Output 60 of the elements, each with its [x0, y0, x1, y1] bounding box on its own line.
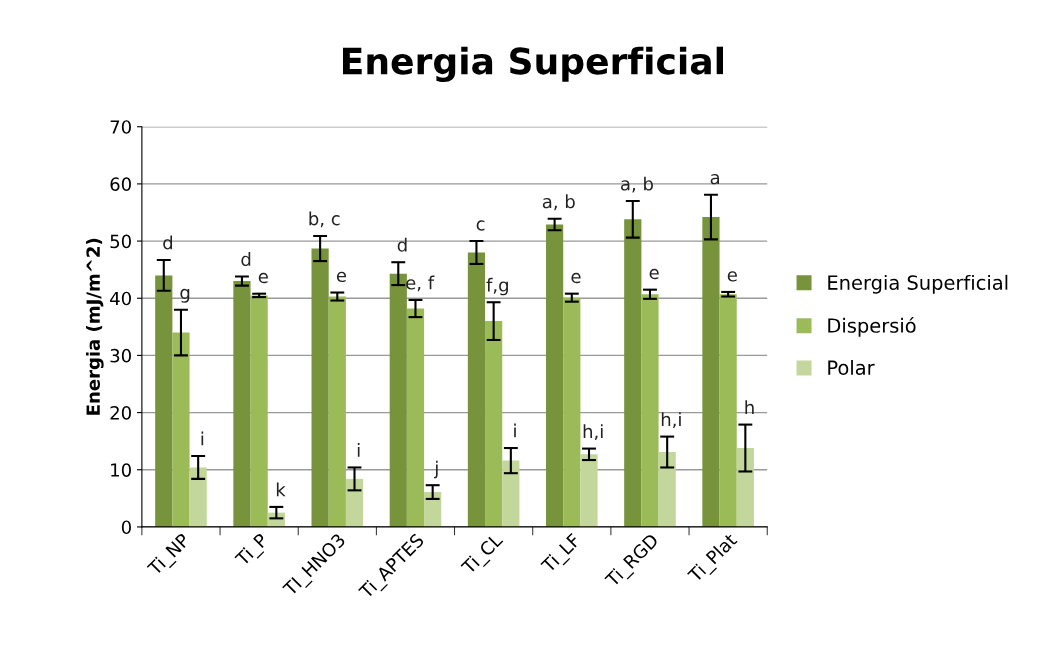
- bar: [328, 296, 346, 527]
- annotation: d: [241, 252, 251, 267]
- annotation: c: [476, 220, 485, 231]
- bar: [406, 308, 425, 527]
- bar: [580, 454, 598, 527]
- annotation: i: [201, 431, 204, 446]
- bar: [624, 219, 642, 527]
- annotation: e: [258, 272, 268, 284]
- bar: [345, 478, 364, 527]
- y-tick-label: 20: [110, 406, 131, 420]
- y-tick-label: 30: [110, 348, 131, 363]
- y-axis-title: Energia (mJ/m^2): [86, 238, 104, 415]
- annotation: b, c: [309, 211, 340, 228]
- bar: [189, 467, 207, 527]
- bar: [641, 294, 659, 527]
- annotation: i: [357, 443, 360, 457]
- bar: [702, 217, 720, 527]
- annotation: h,i: [583, 424, 603, 440]
- annotation: k: [276, 482, 286, 497]
- legend-label: Dispersió: [828, 317, 916, 337]
- legend-label: Polar: [828, 359, 875, 376]
- bar: [311, 248, 329, 527]
- annotation: e: [336, 271, 347, 283]
- bar: [233, 281, 251, 527]
- bar: [485, 321, 503, 527]
- annotation: g: [180, 288, 190, 303]
- bar: [389, 273, 407, 527]
- annotation: a: [710, 173, 720, 185]
- bar: [546, 224, 564, 527]
- bar: [502, 460, 520, 527]
- bar: [467, 252, 486, 527]
- annotation: d: [397, 237, 407, 252]
- bar: [658, 452, 676, 527]
- bar: [172, 332, 190, 527]
- annotation: d: [163, 235, 173, 250]
- annotation: h,i: [661, 412, 681, 428]
- chart-title: Energia Superficial: [343, 46, 723, 82]
- y-tick-label: 10: [111, 463, 131, 477]
- x-tick-label: Ti_P: [234, 532, 272, 570]
- annotation: i: [514, 423, 516, 438]
- bar: [155, 275, 173, 527]
- y-tick-label: 50: [110, 234, 131, 249]
- bar: [250, 295, 268, 527]
- y-tick-label: 40: [110, 291, 131, 306]
- y-tick-label: 0: [121, 520, 131, 535]
- annotation: j: [434, 460, 438, 479]
- annotation: e: [727, 271, 737, 282]
- legend-label: Energia Superficial: [828, 274, 1008, 294]
- annotation: h: [745, 400, 754, 414]
- annotation: e: [649, 268, 659, 280]
- y-tick-label: 70: [110, 120, 131, 134]
- bar: [424, 492, 442, 527]
- annotation: f,g: [486, 277, 508, 296]
- bar: [563, 297, 581, 527]
- annotation: a, b: [621, 176, 653, 193]
- y-tick-label: 60: [110, 177, 131, 192]
- bar: [736, 448, 754, 527]
- annotation: e: [571, 272, 581, 284]
- annotation: a, b: [542, 194, 575, 211]
- bar: [719, 294, 737, 527]
